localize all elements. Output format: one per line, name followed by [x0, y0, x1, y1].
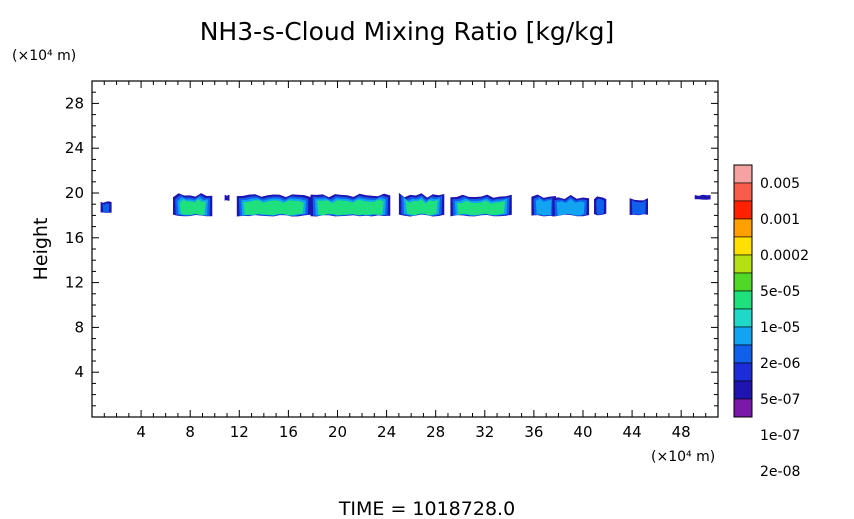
cloud-cell — [594, 196, 607, 216]
cloud-cell — [100, 201, 112, 213]
y-tick-label: 8 — [74, 318, 84, 336]
colorbar-label: 5e-07 — [760, 392, 800, 408]
colorbar-swatch — [733, 308, 753, 328]
y-tick-label: 16 — [65, 229, 84, 247]
colorbar-swatch — [733, 182, 753, 202]
cloud-cell-layer — [317, 199, 384, 216]
colorbar-label: 1e-07 — [760, 428, 800, 444]
cloud-cell — [398, 192, 445, 217]
cloud-cell-layer — [694, 194, 711, 200]
y-tick-label: 12 — [65, 274, 84, 292]
y-tick-label: 20 — [65, 184, 84, 202]
cloud-cell-layer — [631, 200, 646, 215]
cloud-cell — [694, 194, 711, 200]
y-axis-label: Height — [30, 218, 52, 281]
cloud-cell-layer — [179, 199, 206, 215]
cloud-cell-layer — [102, 203, 110, 213]
cloud-cell-layer — [535, 198, 552, 216]
colorbar-swatch — [733, 344, 753, 364]
x-tick-label: 32 — [475, 423, 494, 441]
cloud-cell — [224, 194, 230, 201]
x-tick-label: 12 — [230, 423, 249, 441]
plot-frame — [91, 80, 719, 418]
cloud-cells — [100, 192, 711, 217]
cloud-cell-layer — [405, 198, 438, 216]
cloud-cell-layer — [224, 194, 230, 201]
colorbar-label: 1e-05 — [760, 320, 800, 336]
y-axis-unit-label: (×10⁴ m) — [12, 48, 76, 64]
colorbar-label: 0.001 — [760, 212, 800, 228]
x-tick-label: 48 — [672, 423, 691, 441]
cloud-cell — [310, 193, 391, 217]
x-axis-unit-label: (×10⁴ m) — [651, 449, 715, 465]
colorbar-swatch — [733, 326, 753, 346]
cloud-cell-layer — [457, 200, 506, 216]
colorbar-swatch — [733, 218, 753, 238]
cloud-cell — [450, 194, 512, 217]
cloud-cell — [173, 193, 213, 217]
x-tick-label: 28 — [426, 423, 445, 441]
colorbar-swatch — [733, 398, 753, 418]
colorbar-swatch — [733, 164, 753, 184]
colorbar-swatch — [733, 362, 753, 382]
cloud-cell-layer — [596, 198, 605, 215]
colorbar-label: 2e-08 — [760, 464, 800, 480]
colorbar-swatch — [733, 290, 753, 310]
y-tick-label: 4 — [74, 363, 84, 381]
colorbar-label: 0.005 — [760, 176, 800, 192]
y-tick-label: 24 — [65, 139, 84, 157]
x-tick-label: 44 — [623, 423, 642, 441]
colorbar: 0.005 0.001 0.0002 5e-05 1e-05 2e-06 5e-07 1e-0… — [733, 164, 809, 480]
colorbar-swatch — [733, 200, 753, 220]
colorbar-label: 2e-06 — [760, 356, 800, 372]
colorbar-frame — [733, 164, 753, 418]
colorbar-swatch — [733, 380, 753, 400]
x-tick-label: 16 — [279, 423, 298, 441]
colorbar-label: 5e-05 — [760, 284, 800, 300]
x-tick-label: 40 — [573, 423, 592, 441]
x-tick-label: 20 — [328, 423, 347, 441]
time-footer: TIME = 1018728.0 — [338, 498, 515, 519]
chart-title: NH3-s-Cloud Mixing Ratio [kg/kg] — [200, 17, 615, 46]
x-tick-label: 36 — [524, 423, 543, 441]
colorbar-swatch — [733, 254, 753, 274]
x-tick-label: 4 — [136, 423, 146, 441]
x-tick-label: 8 — [185, 423, 195, 441]
colorbar-swatch — [733, 272, 753, 292]
x-tick-label: 24 — [377, 423, 396, 441]
colorbar-swatch — [733, 236, 753, 256]
cloud-cell-layer — [243, 200, 304, 216]
cloud-cell — [531, 194, 556, 217]
colorbar-label: 0.0002 — [760, 248, 809, 264]
cloud-cell — [629, 198, 648, 216]
cloud-cell — [236, 194, 311, 217]
cloud-cell-layer — [556, 198, 585, 216]
y-tick-label: 28 — [65, 94, 84, 112]
cloud-cell — [552, 195, 590, 217]
